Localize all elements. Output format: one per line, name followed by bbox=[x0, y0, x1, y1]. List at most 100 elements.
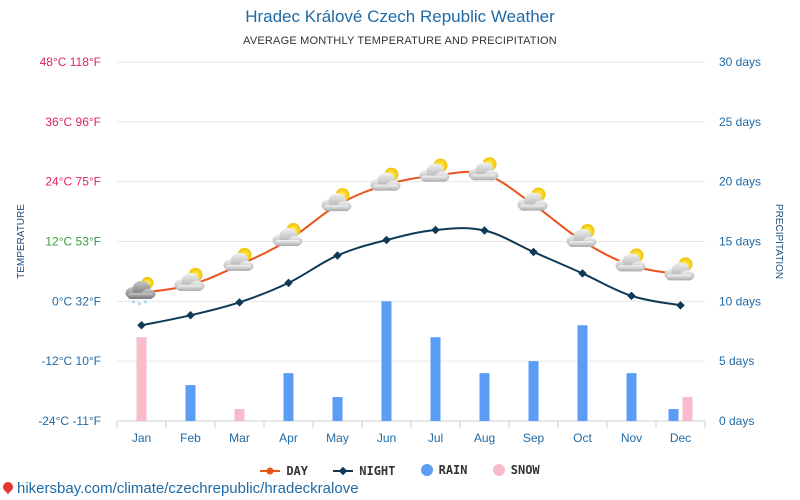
rain-bar bbox=[185, 385, 196, 421]
left-tick-label: -12°C 10°F bbox=[41, 354, 101, 368]
rain-bar bbox=[626, 373, 637, 421]
right-axis-title: PRECIPITATION bbox=[773, 204, 784, 279]
cloud-part bbox=[666, 274, 693, 281]
chart-title: Hradec Králové Czech Republic Weather bbox=[245, 7, 555, 26]
right-tick-label: 15 days bbox=[719, 235, 761, 249]
rain-bar bbox=[577, 325, 588, 421]
snowflake-part bbox=[138, 302, 141, 306]
sun-cloud-icon bbox=[272, 223, 303, 247]
left-tick-label: 0°C 32°F bbox=[52, 294, 101, 308]
location-pin-icon bbox=[0, 479, 16, 495]
chart-legend: DAY NIGHT RAIN SNOW bbox=[0, 463, 800, 479]
rain-bar bbox=[430, 337, 441, 421]
rain-bar bbox=[528, 361, 539, 421]
sun-cloud-icon bbox=[517, 187, 548, 211]
night-point bbox=[578, 269, 587, 278]
precipitation-bars bbox=[136, 301, 693, 421]
cloud-part bbox=[176, 284, 203, 291]
right-tick-label: 25 days bbox=[719, 115, 761, 129]
right-tick-label: 5 days bbox=[719, 354, 754, 368]
chart-subtitle: AVERAGE MONTHLY TEMPERATURE AND PRECIPIT… bbox=[243, 35, 557, 47]
cloud-part bbox=[470, 174, 497, 181]
sun-cloud-icon bbox=[419, 158, 450, 182]
right-tick-label: 0 days bbox=[719, 414, 754, 428]
x-tick-label: Sep bbox=[523, 431, 545, 445]
sun-cloud-icon bbox=[223, 247, 254, 271]
night-point bbox=[235, 298, 244, 307]
cloud-snow-icon bbox=[125, 276, 156, 306]
night-point bbox=[431, 225, 440, 235]
night-point bbox=[627, 291, 636, 301]
rain-bar bbox=[381, 301, 392, 421]
day-line-icon bbox=[260, 467, 281, 475]
left-tick-label: 24°C 75°F bbox=[45, 175, 101, 189]
left-tick-label: -24°C -11°F bbox=[38, 414, 101, 428]
snowflake-part bbox=[144, 300, 147, 304]
x-tick-label: Jun bbox=[377, 431, 396, 445]
sun-cloud-icon bbox=[566, 224, 597, 248]
x-tick-label: Jan bbox=[132, 431, 151, 445]
legend-rain-label: RAIN bbox=[438, 463, 468, 477]
night-line-icon bbox=[333, 466, 354, 476]
rain-bar bbox=[283, 373, 294, 421]
sun-cloud-icon bbox=[664, 257, 695, 281]
x-tick-label: Mar bbox=[229, 431, 250, 445]
rain-bar bbox=[332, 397, 343, 421]
snow-bar bbox=[136, 337, 147, 421]
night-point bbox=[382, 235, 391, 245]
cloud-part bbox=[568, 241, 595, 248]
cloud-part bbox=[421, 175, 448, 182]
snow-bar bbox=[682, 397, 693, 421]
legend-day[interactable]: DAY bbox=[260, 464, 308, 478]
right-tick-label: 10 days bbox=[719, 294, 761, 308]
cloud-part bbox=[225, 264, 252, 271]
day-line bbox=[141, 170, 681, 294]
cloud-part bbox=[372, 184, 399, 191]
rain-dot-icon bbox=[420, 464, 433, 476]
rain-bar bbox=[668, 409, 679, 421]
x-tick-label: Jul bbox=[428, 431, 443, 445]
x-tick-label: Aug bbox=[474, 431, 495, 445]
right-tick-label: 20 days bbox=[719, 175, 761, 189]
sun-cloud-icon bbox=[174, 267, 205, 291]
x-tick-label: Apr bbox=[279, 431, 298, 445]
night-point bbox=[676, 301, 685, 310]
source-link[interactable]: hikersbay.com/climate/czechrepublic/hrad… bbox=[0, 479, 359, 497]
x-tick-label: May bbox=[326, 431, 349, 445]
legend-day-label: DAY bbox=[286, 464, 309, 478]
grid-lines bbox=[116, 61, 706, 428]
night-point bbox=[186, 311, 195, 320]
source-url: hikersbay.com/climate/czechrepublic/hrad… bbox=[17, 480, 359, 497]
axes-labels: 48°C 118°F 36°C 96°F 24°C 75°F 12°C 53°F 0°C… bbox=[16, 55, 784, 445]
night-point bbox=[529, 247, 538, 257]
night-point bbox=[333, 251, 342, 260]
x-tick-label: Dec bbox=[670, 431, 691, 445]
cloud-part bbox=[519, 204, 546, 211]
legend-snow[interactable]: SNOW bbox=[492, 463, 540, 477]
rain-bar bbox=[479, 373, 490, 421]
left-tick-label: 48°C 118°F bbox=[40, 55, 101, 69]
left-tick-label: 36°C 96°F bbox=[45, 115, 101, 129]
x-tick-label: Nov bbox=[621, 431, 642, 445]
cloud-part bbox=[127, 292, 154, 299]
snowflake-part bbox=[132, 300, 135, 304]
left-axis-title: TEMPERATURE bbox=[16, 204, 27, 279]
legend-rain[interactable]: RAIN bbox=[420, 463, 468, 477]
night-line bbox=[141, 227, 681, 327]
x-tick-label: Feb bbox=[180, 431, 201, 445]
temperature-lines bbox=[137, 170, 685, 330]
legend-night[interactable]: NIGHT bbox=[333, 464, 395, 478]
night-point bbox=[284, 278, 293, 288]
weather-icons bbox=[125, 157, 695, 306]
night-point bbox=[137, 321, 146, 330]
right-tick-label: 30 days bbox=[719, 55, 761, 69]
left-tick-label: 12°C 53°F bbox=[45, 235, 101, 249]
sun-cloud-icon bbox=[615, 248, 646, 272]
cloud-part bbox=[323, 205, 350, 212]
legend-snow-label: SNOW bbox=[510, 463, 540, 477]
cloud-part bbox=[274, 240, 301, 247]
legend-night-label: NIGHT bbox=[359, 464, 396, 478]
cloud-part bbox=[617, 265, 644, 272]
snow-dot-icon bbox=[492, 464, 505, 476]
sun-cloud-icon bbox=[370, 167, 401, 191]
